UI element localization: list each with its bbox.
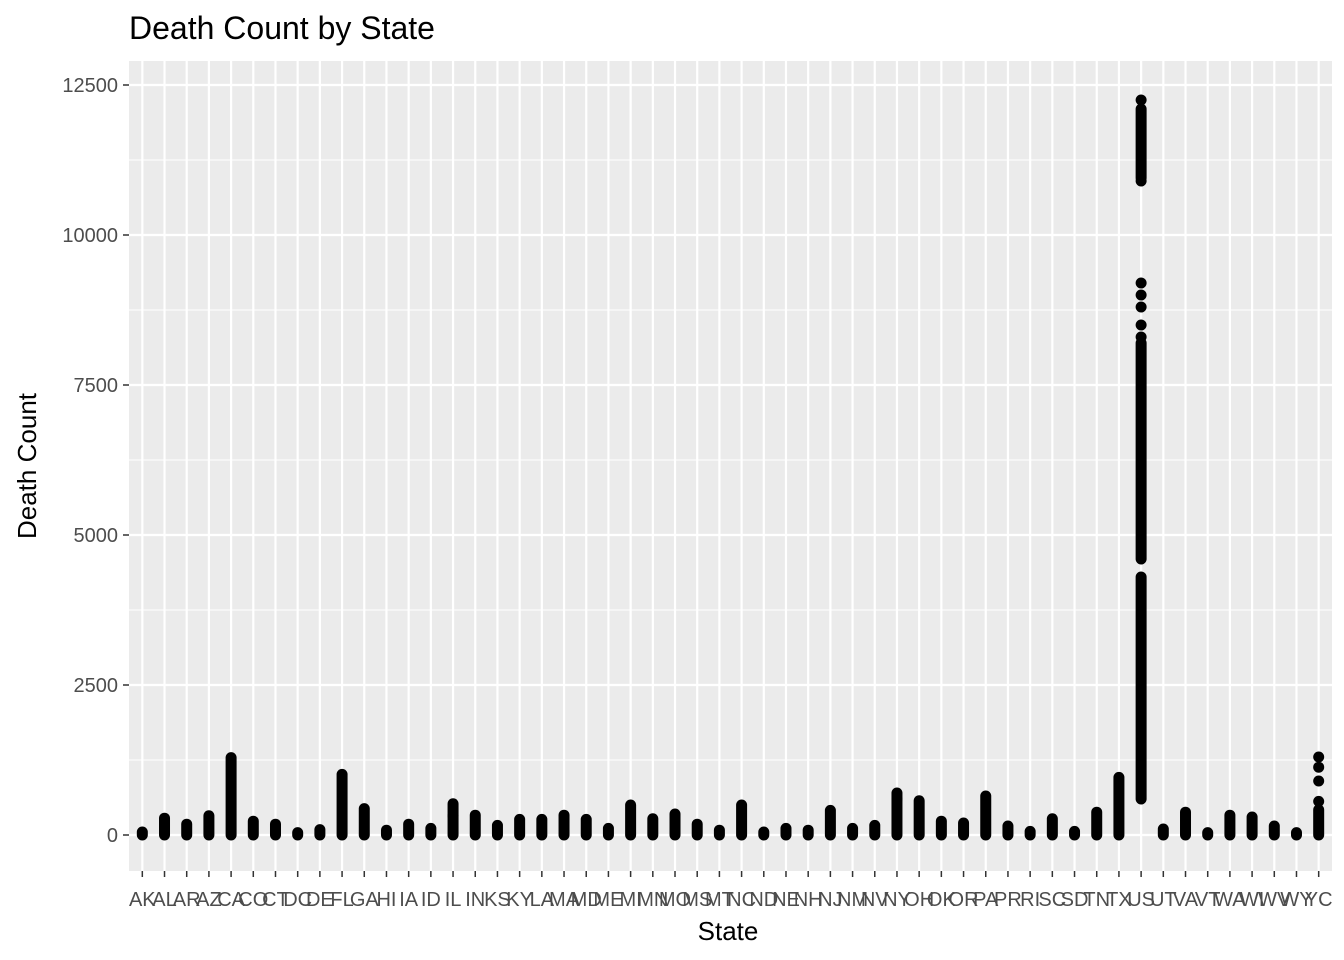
x-tick-label: UT bbox=[1150, 889, 1177, 911]
x-tick-label: ND bbox=[749, 889, 778, 911]
y-tick-label: 0 bbox=[107, 825, 118, 847]
x-tick-label: ME bbox=[593, 889, 623, 911]
x-tick-label: AL bbox=[152, 889, 176, 911]
grid-lines bbox=[129, 61, 1332, 871]
x-tick-label: SD bbox=[1061, 889, 1089, 911]
x-tick-label: IN bbox=[465, 889, 485, 911]
y-tick-label: 5000 bbox=[74, 525, 119, 547]
y-tick-label: 2500 bbox=[74, 675, 119, 697]
y-tick-label: 10000 bbox=[62, 225, 118, 247]
y-tick-label: 7500 bbox=[74, 375, 119, 397]
x-tick-label: TN bbox=[1083, 889, 1110, 911]
x-tick-label: US bbox=[1127, 889, 1155, 911]
y-tick-label: 12500 bbox=[62, 75, 118, 97]
y-axis-title: Death Count bbox=[12, 392, 42, 539]
x-tick-label: AZ bbox=[196, 889, 222, 911]
x-tick-label: WY bbox=[1280, 889, 1312, 911]
x-tick-label: WV bbox=[1258, 889, 1291, 911]
x-tick-label: PR bbox=[994, 889, 1022, 911]
data-point-yc bbox=[1313, 795, 1325, 807]
x-tick-label: VT bbox=[1195, 889, 1221, 911]
x-tick-label: OH bbox=[904, 889, 934, 911]
data-point-yc bbox=[1313, 751, 1325, 763]
chart-title: Death Count by State bbox=[129, 10, 435, 46]
x-tick-label: ID bbox=[421, 889, 441, 911]
x-tick-label: IA bbox=[399, 889, 419, 911]
x-tick-label: DE bbox=[306, 889, 334, 911]
x-tick-label: OR bbox=[949, 889, 979, 911]
data-points bbox=[136, 94, 1325, 841]
x-tick-label: MI bbox=[620, 889, 642, 911]
x-tick-label: CA bbox=[217, 889, 245, 911]
data-point-us bbox=[1135, 301, 1147, 313]
x-tick-label: MT bbox=[705, 889, 734, 911]
x-tick-label: LA bbox=[530, 889, 555, 911]
x-axis-title: State bbox=[698, 916, 759, 946]
x-tick-label: AK bbox=[129, 889, 156, 911]
x-tick-label: NJ bbox=[818, 889, 842, 911]
x-tick-label: MA bbox=[549, 889, 580, 911]
x-tick-label: MN bbox=[637, 889, 668, 911]
data-point-ny bbox=[891, 793, 903, 805]
x-tick-label: TX bbox=[1106, 889, 1132, 911]
x-tick-label: GA bbox=[350, 889, 380, 911]
x-tick-label: NE bbox=[772, 889, 800, 911]
x-tick-label: NH bbox=[794, 889, 823, 911]
x-tick-label: NY bbox=[883, 889, 911, 911]
x-tick-label: WA bbox=[1214, 889, 1246, 911]
x-tick-label: DC bbox=[283, 889, 312, 911]
data-point-us bbox=[1135, 331, 1147, 343]
x-tick-label: KY bbox=[506, 889, 533, 911]
y-axis: 0 2500 5000 7500 10000 12500 bbox=[62, 75, 129, 847]
data-point-us bbox=[1135, 277, 1147, 289]
plot-panel bbox=[129, 61, 1332, 871]
x-tick-label: MO bbox=[659, 889, 691, 911]
data-point-us bbox=[1135, 175, 1147, 187]
x-tick-label: MD bbox=[571, 889, 602, 911]
x-tick-label: NM bbox=[837, 889, 868, 911]
data-point-us bbox=[1135, 289, 1147, 301]
x-tick-label: RI bbox=[1020, 889, 1040, 911]
x-tick-label: VA bbox=[1173, 889, 1199, 911]
x-tick-label: NV bbox=[861, 889, 889, 911]
x-tick-label: HI bbox=[376, 889, 396, 911]
x-tick-label: WI bbox=[1240, 889, 1264, 911]
x-tick-label: NC bbox=[727, 889, 756, 911]
data-point-yc bbox=[1313, 775, 1325, 787]
x-tick-label: SC bbox=[1038, 889, 1066, 911]
x-tick-label: OK bbox=[927, 889, 957, 911]
x-tick-label: CO bbox=[238, 889, 268, 911]
x-tick-label: PA bbox=[973, 889, 999, 911]
x-tick-label: YC bbox=[1305, 889, 1333, 911]
x-tick-label: FL bbox=[330, 889, 353, 911]
x-tick-label: MS bbox=[682, 889, 712, 911]
data-point-us bbox=[1135, 319, 1147, 331]
x-tick-label: KS bbox=[484, 889, 511, 911]
data-point-il bbox=[447, 810, 459, 822]
x-tick-label: IL bbox=[445, 889, 462, 911]
x-tick-label: CT bbox=[262, 889, 289, 911]
data-point-us bbox=[1135, 94, 1147, 106]
data-point-yc bbox=[1313, 761, 1325, 773]
x-tick-label: AR bbox=[173, 889, 201, 911]
